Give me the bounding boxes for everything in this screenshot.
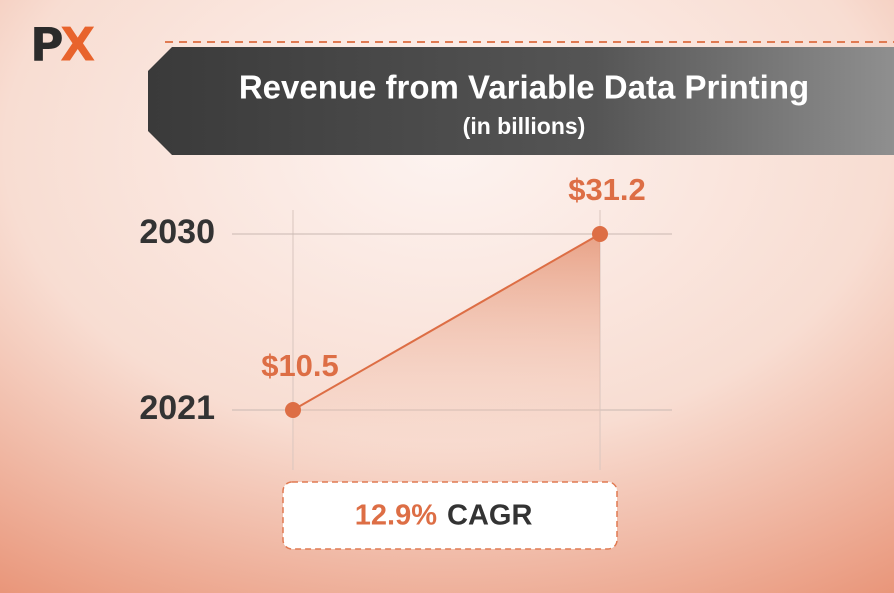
category-label: 2021 [139, 389, 215, 427]
chart-subtitle: (in billions) [463, 113, 586, 139]
chart-title: Revenue from Variable Data Printing [239, 69, 809, 106]
point [285, 402, 301, 418]
line [292, 233, 601, 411]
cagr-box [282, 481, 618, 550]
cagr-value: 12.9% [355, 500, 437, 532]
value-label: $10.5 [261, 348, 339, 383]
area [293, 234, 600, 470]
category-label: 2030 [139, 213, 215, 251]
plot: 2021 2030 $10.5 $31.2 [139, 172, 672, 470]
title-banner [148, 47, 894, 155]
logo-x: X [60, 18, 95, 72]
point [592, 226, 608, 242]
value-label: $31.2 [568, 172, 646, 207]
logo-p: P [30, 18, 64, 72]
cagr-label: CAGR [447, 500, 532, 532]
